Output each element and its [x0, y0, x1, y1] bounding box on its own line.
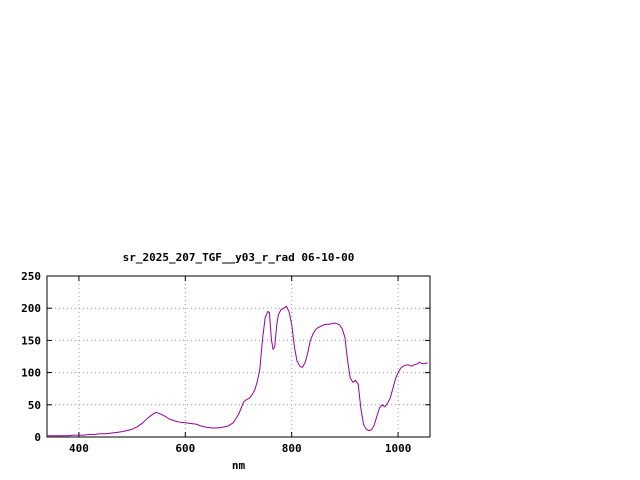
- y-tick-label: 100: [21, 367, 41, 380]
- y-tick-label: 0: [34, 431, 41, 444]
- x-tick-label: 1000: [385, 442, 412, 455]
- y-tick-label: 150: [21, 334, 41, 347]
- x-tick-label: 800: [282, 442, 302, 455]
- x-tick-label: 600: [175, 442, 195, 455]
- y-tick-label: 200: [21, 302, 41, 315]
- chart-title: sr_2025_207_TGF__y03_r_rad 06-10-00: [122, 251, 355, 264]
- x-tick-label: 400: [69, 442, 89, 455]
- y-tick-label: 250: [21, 270, 41, 283]
- plot-border: [46, 275, 431, 438]
- x-axis-label: nm: [231, 459, 246, 472]
- y-tick-label: 50: [28, 399, 41, 412]
- spectrum-line: [46, 305, 428, 437]
